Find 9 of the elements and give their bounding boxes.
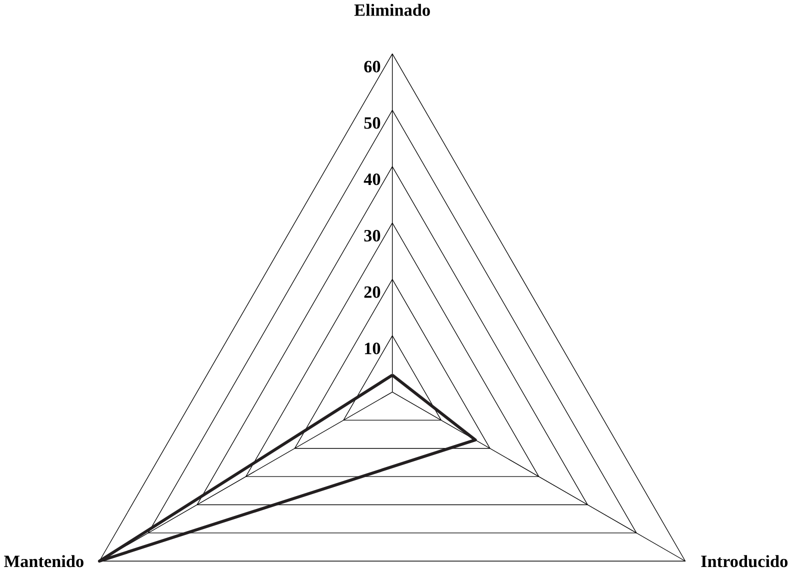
spoke-label: Eliminado bbox=[354, 4, 430, 16]
y-tick-label: 60 bbox=[364, 60, 380, 72]
y-tick-label: 40 bbox=[364, 174, 380, 186]
spoke-label: Introducido bbox=[701, 555, 788, 568]
y-tick-label: 20 bbox=[364, 286, 380, 298]
spoke-label: Mantenido bbox=[4, 555, 84, 568]
y-tick-label: 10 bbox=[365, 342, 380, 354]
y-tick-label: 50 bbox=[364, 117, 380, 129]
y-tick-label: 30 bbox=[364, 230, 380, 242]
